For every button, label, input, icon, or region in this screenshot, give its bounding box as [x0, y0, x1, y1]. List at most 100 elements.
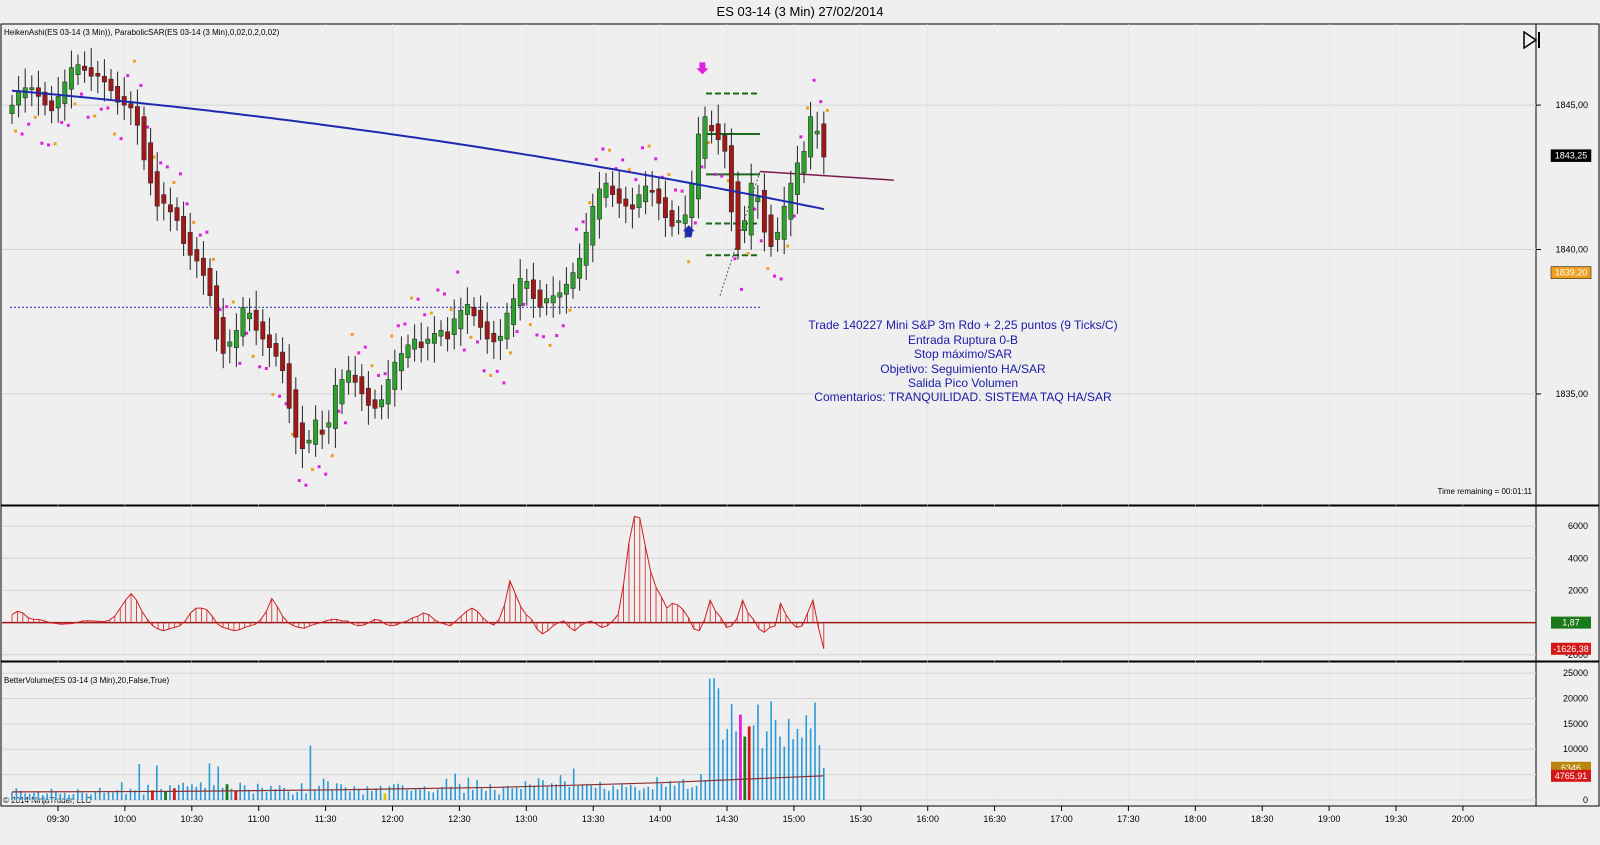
sar-dot: [476, 340, 479, 344]
candle: [115, 71, 121, 115]
volume-bar: [125, 793, 127, 800]
volume-bar: [388, 786, 391, 800]
parabolic-sar-series: [14, 59, 829, 487]
volume-bar: [695, 785, 698, 800]
candle: [233, 313, 239, 368]
volume-bar: [423, 786, 426, 800]
volume-bar: [458, 783, 461, 800]
volume-badge-label: 4765,91: [1555, 771, 1588, 781]
price-tick-label: 1840,00: [1555, 245, 1588, 255]
candle: [398, 336, 404, 391]
candle: [504, 302, 510, 350]
sar-dot: [146, 125, 149, 129]
volume-bar: [217, 766, 220, 800]
candle-body: [418, 341, 424, 348]
candle: [742, 205, 748, 244]
volume-bar: [138, 763, 141, 800]
candle-body: [75, 64, 81, 76]
volume-bar: [555, 784, 557, 800]
price-tick-label: 1835,00: [1555, 389, 1588, 399]
candle: [273, 333, 279, 367]
candle-body: [709, 125, 715, 132]
candle: [214, 270, 220, 352]
annotation-line: Trade 140227 Mini S&P 3m Rdo + 2,25 punt…: [808, 318, 1117, 332]
candle-body: [491, 333, 497, 343]
sar-dot: [489, 373, 493, 377]
volume-bar: [730, 704, 733, 800]
candle: [530, 262, 536, 318]
candle-body: [577, 257, 583, 279]
sar-dot: [707, 141, 710, 145]
candle: [75, 54, 81, 85]
sar-dot: [608, 148, 611, 152]
volume-bar: [177, 784, 180, 800]
volume-average-line: [11, 775, 824, 793]
sar-dot: [192, 220, 196, 224]
sar-dot: [93, 114, 97, 118]
volume-bar: [33, 792, 35, 800]
volume-bar: [278, 785, 281, 800]
volume-bar: [634, 786, 636, 800]
time-tick-label: 11:00: [248, 814, 270, 824]
volume-bar: [112, 792, 114, 800]
annotation-line: Objetivo: Seguimiento HA/SAR: [880, 362, 1046, 376]
volume-bar: [656, 777, 658, 800]
candle-body: [293, 389, 299, 438]
sar-dot: [812, 78, 816, 82]
candle-body: [115, 86, 121, 103]
candle: [471, 297, 477, 327]
volume-bar: [164, 791, 167, 800]
oscillator-line: [11, 515, 825, 649]
candle-body: [141, 116, 147, 161]
candle-body: [332, 384, 338, 429]
candle-body: [431, 333, 437, 344]
volume-bar: [599, 781, 601, 800]
time-tick-label: 16:00: [916, 814, 939, 824]
sar-dot: [271, 392, 275, 396]
moving-average-line: [11, 89, 825, 211]
candle-body: [451, 318, 457, 335]
sar-dot: [680, 189, 684, 193]
volume-bar: [90, 794, 92, 800]
volume-bar: [801, 737, 803, 800]
sar-dot: [278, 394, 281, 398]
sar-dot: [53, 142, 57, 146]
candle: [781, 186, 787, 255]
sar-dot: [766, 267, 770, 271]
sar-dot: [522, 302, 526, 306]
candle-body: [233, 330, 239, 348]
candle: [563, 267, 569, 314]
candle-body: [570, 272, 576, 289]
sar-dot: [27, 122, 31, 126]
volume-bar: [542, 780, 544, 800]
volume-bar: [590, 785, 593, 800]
volume-bar: [467, 777, 470, 800]
volume-bar: [428, 791, 430, 800]
candle-body: [260, 321, 266, 340]
candle-body: [471, 307, 477, 317]
candle: [365, 371, 371, 425]
time-tick-label: 12:30: [448, 814, 471, 824]
candle: [590, 193, 596, 263]
price-badge: [1550, 149, 1592, 162]
candle: [603, 172, 609, 208]
candle: [748, 163, 754, 250]
candle-body: [280, 351, 286, 372]
volume-bar: [686, 788, 689, 800]
candle-body: [610, 185, 616, 195]
volume-bar: [665, 786, 667, 800]
volume-bar: [524, 781, 527, 800]
volume-bar: [169, 785, 171, 800]
sar-dot: [588, 201, 592, 205]
price-badge: [1550, 266, 1592, 279]
time-tick-label: 10:00: [114, 814, 137, 824]
volume-bar: [489, 784, 492, 800]
candle-body: [530, 279, 536, 299]
scroll-to-end-icon[interactable]: [1523, 30, 1540, 50]
window-title: ES 03-14 (3 Min) 27/02/2014: [717, 4, 884, 19]
time-tick-label: 13:30: [582, 814, 605, 824]
sar-dot: [509, 351, 512, 355]
candle-body: [623, 198, 629, 207]
sar-dot: [324, 472, 328, 476]
